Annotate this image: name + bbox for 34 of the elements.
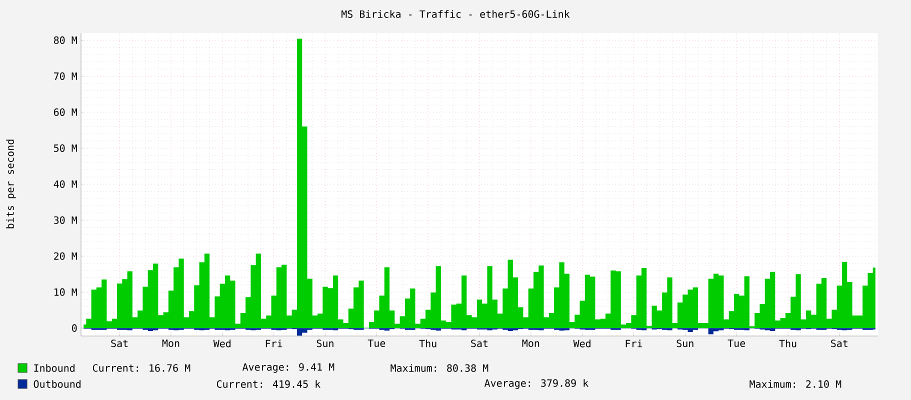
x-tick-label: Sun (316, 340, 334, 348)
x-tick-label: Wed (573, 340, 590, 348)
x-tick-label: Tue (368, 340, 386, 348)
text: Average: 9.41 M (242, 363, 334, 373)
x-tick-label: Thu (419, 340, 436, 348)
x-tick-label: Sat (831, 340, 848, 348)
legend-label: Inbound (34, 364, 74, 372)
text: Average: 379.89 k (484, 379, 588, 389)
y-tick-label: 60 M (54, 108, 77, 116)
x-tick-label: Tue (728, 340, 746, 348)
y-tick-label: 20 M (54, 252, 77, 260)
x-tick-label: Fri (266, 340, 282, 348)
legend-label: Outbound (34, 380, 80, 388)
y-axis-title: bits per second (6, 140, 16, 228)
text: Maximum: 2.10 M (750, 380, 842, 388)
y-tick-label: 0 (72, 324, 77, 332)
x-tick-label: Mon (162, 340, 180, 348)
y-tick-label: 40 M (54, 180, 77, 188)
x-tick-label: Mon (522, 340, 540, 348)
x-tick-label: Sat (471, 340, 488, 348)
text: Maximum: 80.38 M (390, 364, 488, 372)
x-tick-label: Sun (676, 340, 694, 348)
x-tick-label: Sat (111, 340, 128, 348)
x-tick-label: Thu (779, 340, 796, 348)
text: Current: 16.76 M (92, 364, 190, 372)
x-tick-label: Wed (213, 340, 231, 348)
y-tick-label: 70 M (54, 72, 77, 80)
text: Current: 419.45 k (216, 380, 320, 388)
y-tick-label: 10 M (54, 288, 77, 296)
x-tick-label: Fri (626, 340, 642, 348)
chart-title: MS Biricka - Traffic - ether5-60G-Link (342, 10, 570, 18)
y-tick-label: 80 M (54, 36, 77, 44)
y-tick-label: 50 M (54, 144, 77, 152)
y-tick-label: 30 M (54, 216, 77, 224)
